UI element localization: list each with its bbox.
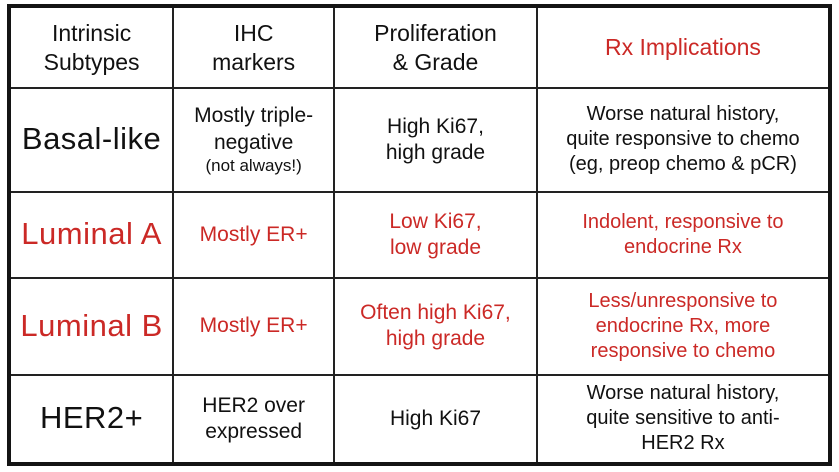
col-header-intrinsic-subtypes: Intrinsic Subtypes (7, 5, 175, 89)
proliferation-luminal-b: Often high Ki67, high grade (333, 277, 538, 376)
subtype-her2: HER2+ (7, 373, 175, 465)
rx-her2: Worse natural history, quite sensitive t… (535, 373, 832, 465)
table-row-luminal-b: Luminal B Mostly ER+ Often high Ki67, hi… (7, 277, 832, 376)
ihc-basal-like-text: Mostly triple- negative (194, 104, 314, 154)
col-header-rx-implications: Rx Implications (535, 5, 832, 89)
table-row-her2: HER2+ HER2 over expressed High Ki67 Wors… (7, 373, 832, 465)
ihc-luminal-b: Mostly ER+ (172, 277, 336, 376)
subtype-luminal-a: Luminal A (7, 190, 175, 280)
table-row-luminal-a: Luminal A Mostly ER+ Low Ki67, low grade… (7, 190, 832, 280)
proliferation-her2: High Ki67 (333, 373, 538, 465)
ihc-basal-like-note: (not always!) (205, 155, 302, 175)
header-row: Intrinsic Subtypes IHC markers Prolifera… (7, 5, 832, 89)
ihc-her2: HER2 over expressed (172, 373, 336, 465)
proliferation-luminal-a: Low Ki67, low grade (333, 190, 538, 280)
ihc-luminal-a: Mostly ER+ (172, 190, 336, 280)
rx-luminal-b: Less/unresponsive to endocrine Rx, more … (535, 277, 832, 376)
subtype-luminal-b: Luminal B (7, 277, 175, 376)
col-header-ihc-markers: IHC markers (172, 5, 336, 89)
proliferation-basal-like: High Ki67, high grade (333, 87, 538, 193)
subtype-basal-like: Basal-like (7, 87, 175, 193)
intrinsic-subtypes-table: Intrinsic Subtypes IHC markers Prolifera… (7, 4, 832, 466)
subtypes-table: Intrinsic Subtypes IHC markers Prolifera… (7, 4, 832, 466)
table-row-basal-like: Basal-like Mostly triple- negative (not a… (7, 87, 832, 193)
rx-luminal-a: Indolent, responsive to endocrine Rx (535, 190, 832, 280)
rx-basal-like: Worse natural history, quite responsive … (535, 87, 832, 193)
ihc-basal-like: Mostly triple- negative (not always!) (172, 87, 336, 193)
col-header-proliferation-grade: Proliferation & Grade (333, 5, 538, 89)
